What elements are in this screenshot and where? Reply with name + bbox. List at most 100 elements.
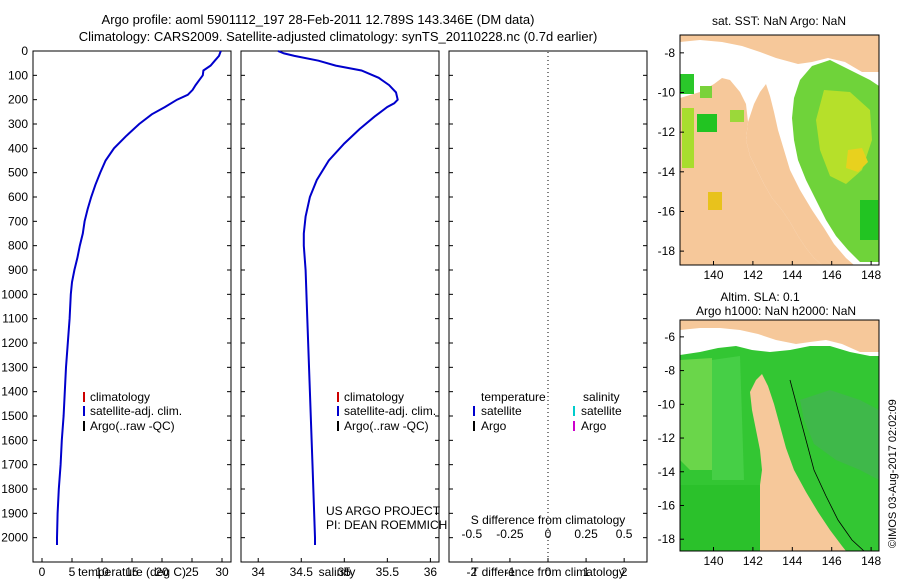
lon-tick-label: 144	[782, 268, 802, 282]
depth-tick-label: 600	[8, 190, 28, 204]
lon-tick-label: 146	[822, 554, 842, 568]
lat-tick-label: -18	[658, 244, 676, 258]
legend2-climatology-label: climatology	[344, 390, 404, 404]
lon-tick-label: 148	[861, 554, 881, 568]
sst-map-lon-axis: 140 142 144 146 148	[703, 261, 881, 282]
sst-map-frame	[679, 34, 880, 266]
legend-salinity-heading: salinity	[583, 390, 620, 404]
lat-tick-label: -6	[664, 330, 675, 344]
sla-map-title2: Argo h1000: NaN h2000: NaN	[696, 304, 856, 318]
legend-t-argo-label: Argo	[481, 419, 507, 433]
depth-axis: 0 100 200 300 400 500 600 700 800 900 1000 1100 1200…	[1, 44, 231, 545]
salinity-plot-frame	[240, 50, 440, 563]
sla-map-land-png	[680, 320, 879, 352]
lat-tick-label: -14	[658, 165, 676, 179]
lon-tick-label: 148	[861, 268, 881, 282]
temperature-panel: 0100200300400500600700800900100011001200…	[1, 44, 232, 579]
figure-title-line1: Argo profile: aoml 5901112_197 28-Feb-20…	[102, 12, 535, 27]
temperature-plot-frame	[32, 50, 232, 563]
sla-map-title1: Altim. SLA: 0.1	[720, 290, 800, 304]
legend-climatology-label: climatology	[90, 390, 150, 404]
s-diff-tick-label: -0.5	[462, 527, 483, 541]
t-difference-axis-label: T difference from climatology	[471, 565, 625, 579]
x-tick-label: 36	[424, 565, 438, 579]
sst-map: sat. SST: NaN Argo: NaN 140 142 144 146 148 …	[658, 14, 882, 282]
depth-tick-label: 1200	[1, 336, 28, 350]
lon-tick-label: 142	[743, 554, 763, 568]
x-tick-label: -2	[467, 565, 478, 579]
sla-map-lat-axis: -6 -8 -10 -12 -14 -16 -18	[658, 330, 684, 546]
legend2-argo-label: Argo(..raw -QC)	[344, 419, 429, 433]
x-tick-label: 15	[125, 565, 139, 579]
depth-tick-label: 2000	[1, 531, 28, 545]
credits-line1: US ARGO PROJECT	[326, 504, 441, 518]
depth-tick-label: 1600	[1, 433, 28, 447]
legend-argo-label: Argo(..raw -QC)	[90, 419, 175, 433]
lon-tick-label: 142	[743, 268, 763, 282]
lon-tick-label: 146	[822, 268, 842, 282]
lat-tick-label: -16	[658, 204, 676, 218]
sla-map: Altim. SLA: 0.1 Argo h1000: NaN h2000: N…	[658, 290, 882, 568]
s-difference-axis: -0.5 -0.25 0 0.25 0.5	[462, 527, 633, 541]
lat-tick-label: -16	[658, 498, 676, 512]
lat-tick-label: -14	[658, 465, 676, 479]
temperature-clim-line	[56, 50, 222, 545]
sla-map-land-australia	[750, 374, 846, 551]
depth-tick-label: 900	[8, 263, 28, 277]
depth-tick-label: 1300	[1, 360, 28, 374]
legend-s-argo-label: Argo	[581, 419, 607, 433]
depth-tick-label: 1900	[1, 506, 28, 520]
s-diff-tick-label: 0	[545, 527, 552, 541]
depth-tick-label: 1000	[1, 287, 28, 301]
sst-map-title: sat. SST: NaN Argo: NaN	[712, 14, 846, 28]
difference-panel: -2 -1 0 1 2 -0.5 -0.25 0 0.25 0.5 S difference f…	[448, 50, 648, 579]
depth-tick-label: 500	[8, 166, 28, 180]
salinity-axis-label: salinity	[319, 565, 356, 579]
x-tick-label: 30	[215, 565, 229, 579]
x-tick-label: 34.5	[290, 565, 314, 579]
lat-tick-label: -8	[664, 364, 675, 378]
x-tick-label: 1	[583, 565, 590, 579]
x-tick-label: 34	[252, 565, 266, 579]
s-diff-tick-label: 0.25	[574, 527, 598, 541]
sst-map-land-cape-york	[746, 84, 854, 265]
depth-tick-label: 0	[21, 44, 28, 58]
lat-tick-label: -10	[658, 86, 676, 100]
salinity-panel: 34 34.5 35 35.5 36 salinity climatology sate…	[240, 50, 447, 579]
t-difference-axis: -2 -1 0 1 2	[467, 558, 628, 579]
sst-map-lat-axis: -8 -10 -12 -14 -16 -18	[658, 46, 684, 258]
legend-temperature-heading: temperature	[481, 390, 546, 404]
x-tick-label: 0	[545, 565, 552, 579]
salinity-axis: 34 34.5 35 35.5 36	[252, 558, 438, 579]
x-tick-label: 10	[95, 565, 109, 579]
depth-tick-label: 1800	[1, 482, 28, 496]
legend-s-satellite-label: satellite	[581, 404, 622, 418]
lat-tick-label: -12	[658, 431, 676, 445]
imos-watermark: ©IMOS 03-Aug-2017 02:02:09	[887, 399, 899, 548]
lon-tick-label: 140	[703, 554, 723, 568]
x-tick-label: 2	[621, 565, 628, 579]
legend-satellite-clim-label: satellite-adj. clim.	[90, 404, 182, 418]
lon-tick-label: 140	[703, 268, 723, 282]
depth-tick-label: 700	[8, 214, 28, 228]
depth-tick-label: 100	[8, 68, 28, 82]
x-tick-label: 25	[185, 565, 199, 579]
sla-map-frame	[679, 319, 880, 552]
sla-map-lon-axis: 140 142 144 146 148	[703, 547, 881, 568]
s-diff-tick-label: -0.25	[496, 527, 524, 541]
legend-left: climatology satellite-adj. clim. Argo(..…	[83, 390, 182, 433]
s-diff-tick-label: 0.5	[616, 527, 633, 541]
x-tick-label: 20	[155, 565, 169, 579]
x-tick-label: -1	[505, 565, 516, 579]
x-tick-label: 35.5	[376, 565, 400, 579]
sst-map-land-png	[680, 35, 879, 72]
depth-tick-label: 1500	[1, 409, 28, 423]
legend-right: temperature salinity satellite Argo sate…	[473, 390, 622, 433]
lat-tick-label: -18	[658, 532, 676, 546]
depth-tick-label: 800	[8, 239, 28, 253]
credits-line2: PI: DEAN ROEMMICH	[326, 518, 447, 532]
depth-tick-label: 1700	[1, 458, 28, 472]
temperature-axis-label: temperature (deg C)	[78, 565, 186, 579]
difference-depth-ticks	[449, 50, 647, 539]
